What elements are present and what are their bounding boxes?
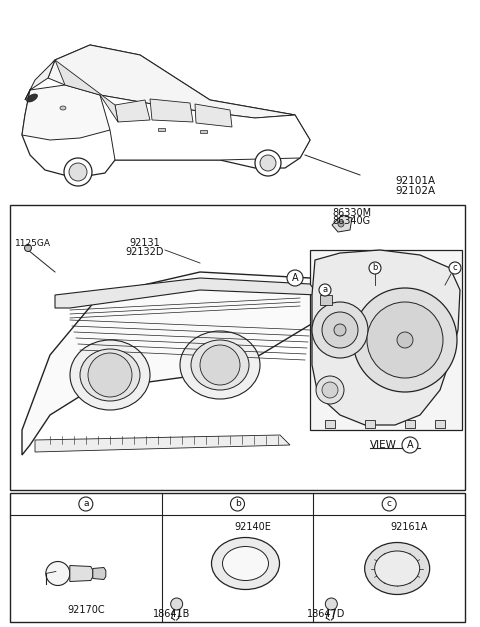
Text: A: A (407, 440, 413, 450)
Circle shape (402, 437, 418, 453)
Text: a: a (83, 500, 89, 508)
Text: 92140E: 92140E (234, 522, 271, 532)
Text: VIEW: VIEW (370, 440, 397, 450)
Polygon shape (312, 250, 460, 425)
Circle shape (24, 245, 32, 251)
Ellipse shape (191, 340, 249, 390)
Bar (10, 493, 465, 622)
Circle shape (322, 312, 358, 348)
Ellipse shape (365, 542, 430, 594)
Circle shape (325, 598, 337, 610)
Bar (435, 420, 445, 428)
Text: 92132D: 92132D (126, 247, 164, 257)
Polygon shape (22, 272, 328, 455)
Text: 86340G: 86340G (332, 216, 370, 226)
Ellipse shape (375, 551, 420, 586)
Bar (365, 420, 375, 428)
Circle shape (316, 376, 344, 404)
Polygon shape (158, 128, 165, 131)
Text: b: b (235, 500, 240, 508)
Ellipse shape (70, 340, 150, 410)
Polygon shape (150, 99, 193, 122)
Circle shape (79, 497, 93, 511)
Polygon shape (115, 100, 150, 122)
Text: c: c (453, 263, 457, 273)
Text: a: a (323, 285, 327, 295)
Polygon shape (70, 566, 93, 581)
Circle shape (260, 155, 276, 171)
Circle shape (319, 284, 331, 296)
Polygon shape (200, 130, 207, 133)
Polygon shape (55, 278, 318, 308)
Ellipse shape (223, 547, 268, 581)
Circle shape (287, 270, 303, 286)
Text: A: A (292, 273, 298, 283)
Circle shape (200, 345, 240, 385)
Polygon shape (25, 60, 55, 100)
Ellipse shape (180, 331, 260, 399)
Circle shape (334, 324, 346, 336)
Bar (310, 250, 462, 430)
Circle shape (312, 302, 368, 358)
Text: 86330M: 86330M (332, 208, 371, 218)
Text: 18641B: 18641B (153, 609, 191, 619)
Circle shape (88, 353, 132, 397)
Circle shape (69, 163, 87, 181)
Text: 92170C: 92170C (67, 605, 105, 615)
Polygon shape (93, 567, 106, 579)
Text: b: b (372, 263, 378, 273)
Circle shape (449, 262, 461, 274)
Circle shape (46, 562, 70, 586)
Circle shape (322, 382, 338, 398)
Bar (325, 420, 335, 428)
Polygon shape (55, 60, 118, 122)
Polygon shape (22, 45, 310, 178)
Text: c: c (387, 500, 392, 508)
Bar (10, 205, 465, 490)
Circle shape (255, 150, 281, 176)
Circle shape (382, 497, 396, 511)
Ellipse shape (60, 106, 66, 110)
Text: 92101A: 92101A (395, 176, 435, 186)
Circle shape (338, 221, 344, 227)
Circle shape (369, 262, 381, 274)
Circle shape (230, 497, 244, 511)
Ellipse shape (26, 94, 37, 102)
Polygon shape (35, 435, 290, 452)
Ellipse shape (212, 537, 279, 589)
Text: 92102A: 92102A (395, 186, 435, 196)
Circle shape (353, 288, 457, 392)
Text: 1125GA: 1125GA (15, 238, 51, 248)
Polygon shape (332, 215, 352, 232)
Bar (405, 420, 415, 428)
Circle shape (397, 332, 413, 348)
Text: 92131: 92131 (130, 238, 160, 248)
Text: 92161A: 92161A (390, 522, 428, 532)
Bar (320, 295, 332, 305)
Polygon shape (22, 85, 115, 140)
Circle shape (171, 598, 183, 610)
Ellipse shape (80, 349, 140, 401)
Text: 18647D: 18647D (307, 609, 346, 619)
Polygon shape (100, 95, 310, 160)
Circle shape (64, 158, 92, 186)
Polygon shape (195, 104, 232, 127)
Polygon shape (48, 45, 295, 118)
Circle shape (367, 302, 443, 378)
